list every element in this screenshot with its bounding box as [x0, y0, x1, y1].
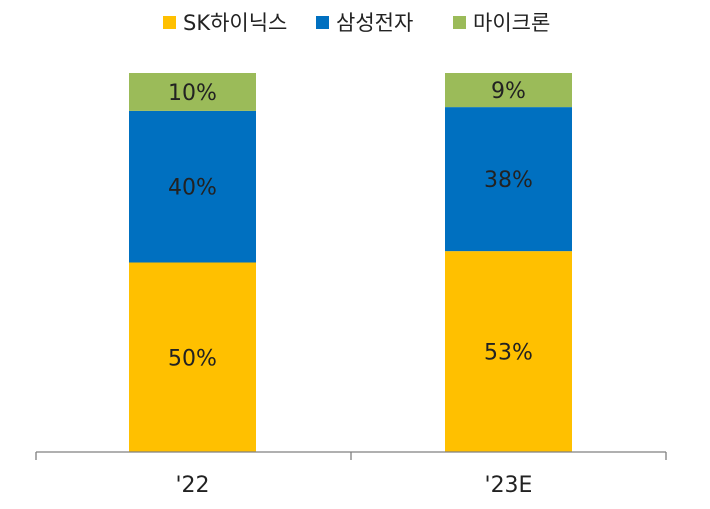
x-tick-label-1: '23E: [485, 473, 533, 498]
legend-swatch-series-2: [453, 16, 466, 29]
data-labels: 50% 40% 10% 53% 38% 9%: [168, 79, 533, 371]
x-tick-label-0: '22: [175, 473, 209, 498]
data-label-series-1-0: 40%: [168, 176, 217, 201]
data-label-series-0-0: 50%: [168, 346, 217, 371]
bar-series-0-1: [445, 251, 572, 452]
legend-swatch-series-0: [163, 16, 176, 29]
bar-series-0-0: [129, 262, 256, 452]
data-label-series-2-0: 10%: [168, 81, 217, 106]
data-label-series-0-1: 53%: [484, 341, 533, 366]
x-axis: '22 '23E: [35, 451, 667, 498]
legend-label-series-2: 마이크론: [473, 11, 550, 35]
bar-series-2-0: [129, 73, 256, 111]
bar-series-1-0: [129, 110, 256, 263]
legend-label-series-0: SK하이닉스: [183, 11, 287, 35]
data-label-series-1-1: 38%: [484, 168, 533, 193]
legend-swatch-series-1: [316, 16, 329, 29]
bar-series-2-1: [445, 73, 572, 108]
bars: [129, 73, 572, 452]
legend: SK하이닉스 삼성전자 마이크론: [163, 11, 550, 35]
data-label-series-2-1: 9%: [491, 79, 526, 104]
legend-label-series-1: 삼성전자: [336, 11, 413, 35]
bar-series-1-1: [445, 107, 572, 252]
